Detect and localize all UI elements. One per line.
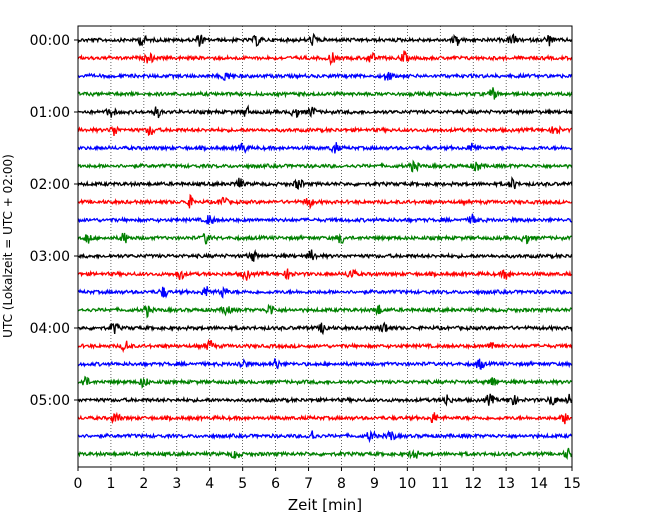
x-tick-label: 15 xyxy=(563,476,581,492)
trace-line xyxy=(77,50,573,67)
trace-line xyxy=(77,411,573,425)
x-tick-label: 0 xyxy=(74,476,83,492)
x-tick-label: 3 xyxy=(172,476,181,492)
x-tick-label: 10 xyxy=(398,476,416,492)
x-tick-label: 5 xyxy=(238,476,247,492)
y-tick-label: 04:00 xyxy=(30,321,70,337)
trace-line xyxy=(77,248,573,262)
trace-line xyxy=(77,213,573,226)
x-tick-label: 14 xyxy=(530,476,548,492)
x-tick-label: 8 xyxy=(337,476,346,492)
trace-line xyxy=(77,71,573,81)
x-tick-label: 11 xyxy=(431,476,449,492)
y-tick-label: 02:00 xyxy=(30,177,70,193)
trace-line xyxy=(77,142,573,154)
trace-line xyxy=(77,232,573,245)
trace-line xyxy=(77,285,573,299)
x-tick-label: 1 xyxy=(106,476,115,492)
x-tick-label: 12 xyxy=(464,476,482,492)
trace-line xyxy=(77,87,573,100)
y-axis-ticks: 00:00 01:00 02:00 03:00 04:00 05:00 xyxy=(30,33,78,409)
plot-background xyxy=(78,26,572,467)
y-tick-label: 01:00 xyxy=(30,105,70,121)
x-tick-label: 9 xyxy=(370,476,379,492)
trace-line xyxy=(77,358,573,371)
trace-line xyxy=(77,393,573,407)
trace-line xyxy=(77,268,573,281)
trace-line xyxy=(77,321,573,336)
trace-line xyxy=(77,104,573,119)
y-tick-label: 05:00 xyxy=(30,393,70,409)
trace-line xyxy=(77,193,573,210)
y-tick-label: 03:00 xyxy=(30,249,70,265)
trace-line xyxy=(77,159,573,173)
x-tick-label: 6 xyxy=(271,476,280,492)
trace-line xyxy=(77,303,573,319)
x-tick-label: 4 xyxy=(205,476,214,492)
trace-line xyxy=(77,447,573,460)
y-tick-label: 00:00 xyxy=(30,33,70,49)
x-tick-label: 13 xyxy=(497,476,515,492)
plot-frame xyxy=(77,25,573,468)
trace-line xyxy=(77,375,573,389)
trace-line xyxy=(77,125,573,137)
trace-line xyxy=(77,32,573,47)
x-axis-label: Zeit [min] xyxy=(288,496,362,514)
trace-lines xyxy=(77,32,573,460)
x-axis-ticks: 0 1 2 3 4 5 6 7 8 9 10 11 12 13 14 15 xyxy=(74,467,581,492)
x-tick-label: 2 xyxy=(139,476,148,492)
trace-line xyxy=(77,176,573,190)
trace-line xyxy=(77,429,573,444)
y-axis-label: UTC (Lokalzeit = UTC + 02:00) xyxy=(1,154,15,338)
trace-line xyxy=(77,338,573,354)
x-tick-label: 7 xyxy=(304,476,313,492)
